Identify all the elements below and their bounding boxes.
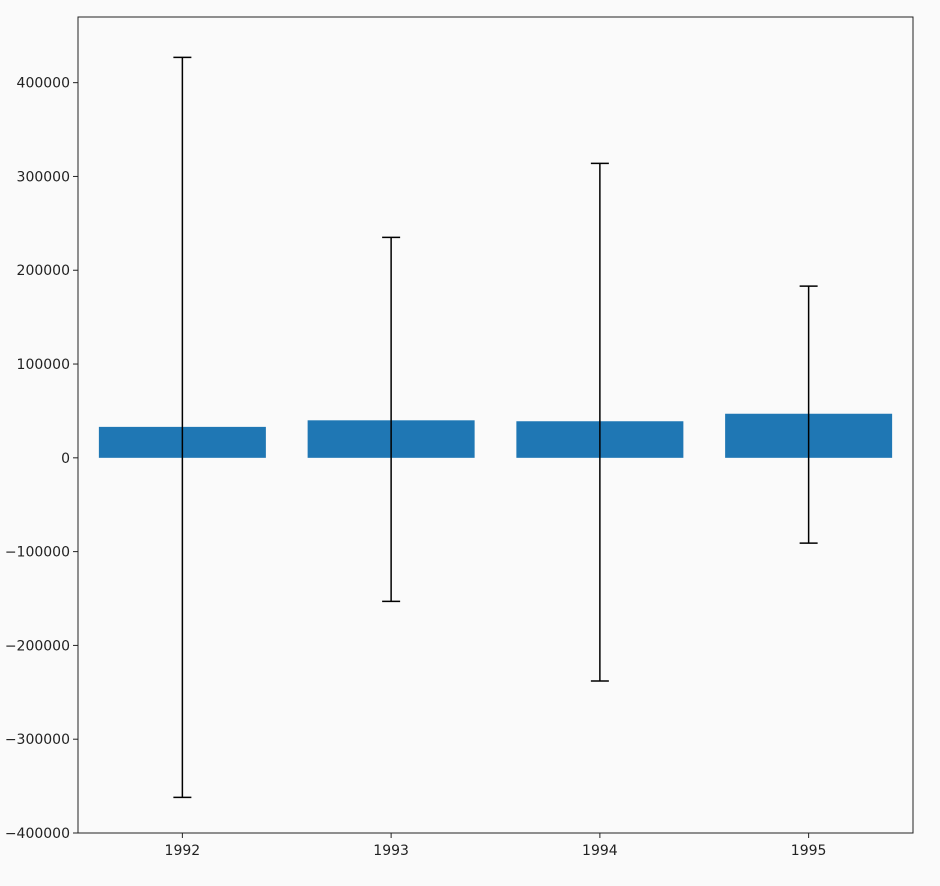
y-tick-label-300000: 300000 xyxy=(17,169,70,185)
y-axis: −400000 −300000 −200000 −100000 0 100000 20000… xyxy=(5,76,78,842)
y-tick-label-200000: 200000 xyxy=(17,263,70,279)
y-tick-label--100000: −100000 xyxy=(5,545,70,561)
y-tick-label--200000: −200000 xyxy=(5,638,70,654)
y-tick-label-100000: 100000 xyxy=(17,357,70,373)
y-tick-label-0: 0 xyxy=(61,451,70,467)
x-axis: 1992 1993 1994 1995 xyxy=(165,833,827,859)
x-tick-label-1995: 1995 xyxy=(791,843,827,859)
x-tick-label-1992: 1992 xyxy=(165,843,201,859)
x-tick-label-1994: 1994 xyxy=(582,843,618,859)
bars-group xyxy=(98,413,893,458)
x-tick-label-1993: 1993 xyxy=(373,843,409,859)
y-tick-label--400000: −400000 xyxy=(5,826,70,842)
plot-area xyxy=(77,16,914,834)
y-tick-label-400000: 400000 xyxy=(17,76,70,92)
error-bars-group xyxy=(173,56,818,799)
y-tick-label--300000: −300000 xyxy=(5,732,70,748)
